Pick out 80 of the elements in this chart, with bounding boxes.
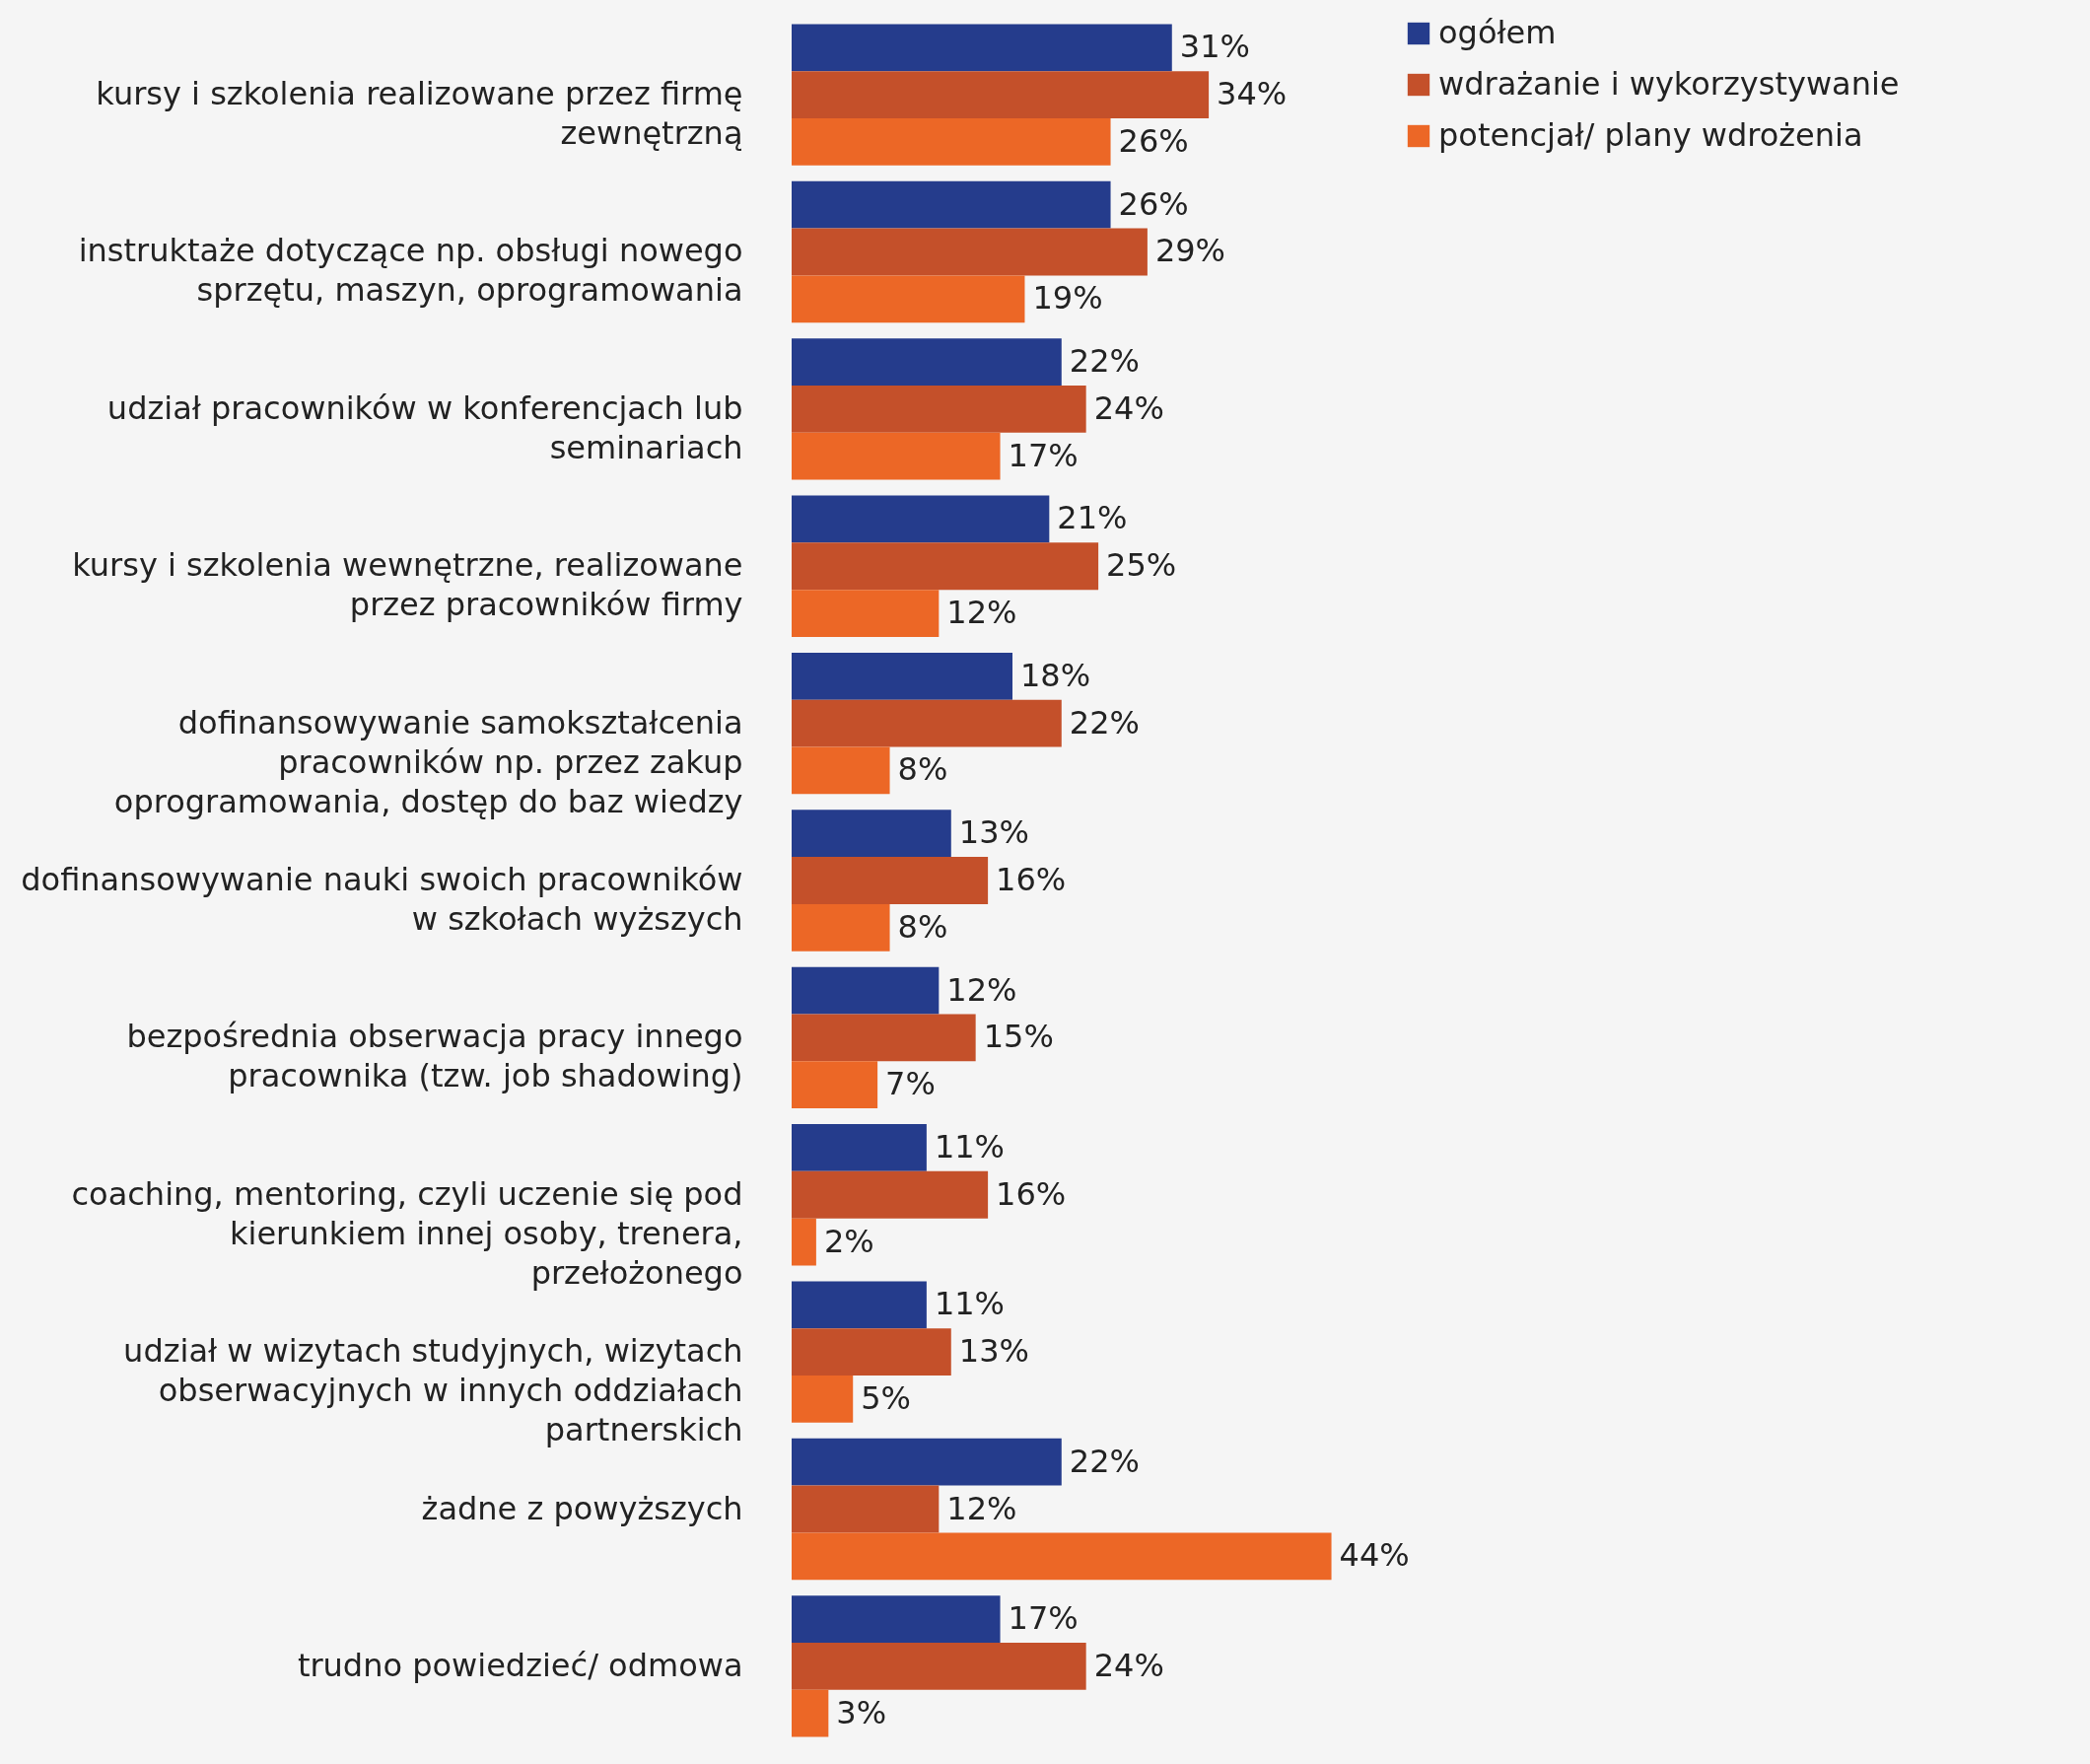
bar [792,275,1025,323]
bar [792,1328,951,1376]
bar [792,1438,1062,1486]
data-label: 29% [1154,232,1226,270]
data-label: 13% [958,1332,1029,1371]
data-label: 16% [996,861,1067,898]
bar [792,1485,940,1533]
bar [792,338,1062,386]
bar [792,1281,927,1329]
bar [792,1532,1332,1581]
y-tick-label: trudno powiedzieć/ odmowa [297,1646,743,1684]
data-label: 22% [1069,1442,1140,1480]
bar [792,857,989,904]
y-tick-label: udział pracowników w konferencjach lub seminariach [106,388,743,466]
data-label: 3% [836,1693,887,1731]
bar [792,1218,816,1266]
data-label: 26% [1118,184,1189,223]
data-label: 19% [1032,279,1103,318]
data-label: 12% [946,970,1017,1009]
data-label: 24% [1093,1646,1164,1684]
legend-label: ogółem [1438,14,1557,51]
bar [792,590,940,637]
y-tick-label: bezpośrednia obserwacja pracy innego pracownika (tzw. job shadowing) [126,1018,743,1095]
data-label: 17% [1008,1599,1079,1638]
y-tick-label: żadne z powyższych [421,1489,743,1527]
bar [792,1643,1086,1690]
bar [792,903,890,952]
legend-label: wdrażanie i wykorzystywanie [1438,65,1900,103]
data-label: 18% [1020,656,1091,694]
data-label: 26% [1118,121,1189,160]
data-label: 11% [934,1285,1006,1323]
data-label: 12% [946,1489,1017,1527]
data-label: 5% [861,1378,911,1417]
bar [792,24,1172,72]
bar [792,542,1099,591]
data-label: 11% [934,1127,1006,1165]
data-label: 7% [885,1065,936,1103]
y-tick-label: kursy i szkolenia wewnętrzne, realizowane przez pracowników firmy [72,546,743,624]
bar [792,432,1001,480]
legend-label: potencjał/ plany wdrożenia [1438,116,1863,154]
data-label: 13% [958,813,1029,852]
bar [792,1595,1001,1643]
data-label: 24% [1093,388,1164,427]
data-label: 17% [1008,436,1079,474]
bar [792,746,890,795]
bar [792,71,1210,118]
data-label: 15% [983,1018,1054,1056]
data-label: 25% [1106,546,1177,585]
y-tick-label: udział w wizytach studyjnych, wizytach obserwacyjnych w innych oddziałach partnerskich [123,1332,743,1449]
bar [792,495,1050,543]
data-label: 44% [1339,1536,1410,1575]
bar [792,1689,829,1737]
bar [792,966,940,1015]
bar [792,180,1111,229]
y-tick-label: instruktaże dotyczące np. obsługi nowego sprzętu, maszyn, oprogramowania [78,232,743,310]
data-label: 16% [996,1174,1067,1213]
bar [792,652,1012,700]
data-label: 2% [823,1222,874,1260]
data-label: 21% [1057,499,1128,537]
bar [792,1061,878,1109]
bar [792,118,1111,166]
data-label: 31% [1179,28,1250,66]
bar [792,699,1062,747]
data-label: 22% [1069,703,1140,741]
y-tick-label: dofinansowywanie samokształcenia pracowników np. przez zakup oprogramowania, dostęp do baz wiedzy [113,703,743,820]
bar [792,1124,927,1171]
data-label: 8% [897,750,948,789]
bar [792,385,1086,433]
bar [792,810,951,858]
data-label: 22% [1069,342,1140,381]
y-tick-label: dofinansowywanie nauki swoich pracowników w szkołach wyższych [21,861,743,938]
bar [792,1170,989,1219]
bar [792,1376,854,1423]
data-label: 12% [946,594,1017,632]
bar [792,228,1148,276]
y-tick-label: coaching, mentoring, czyli uczenie się pod kierunkiem innej osoby, trenera, przełożonego [71,1174,743,1292]
y-tick-label: kursy i szkolenia realizowane przez firmę zewnętrzną [96,75,743,153]
data-label: 8% [897,907,948,946]
data-label: 34% [1217,75,1288,113]
bar [792,1014,976,1062]
